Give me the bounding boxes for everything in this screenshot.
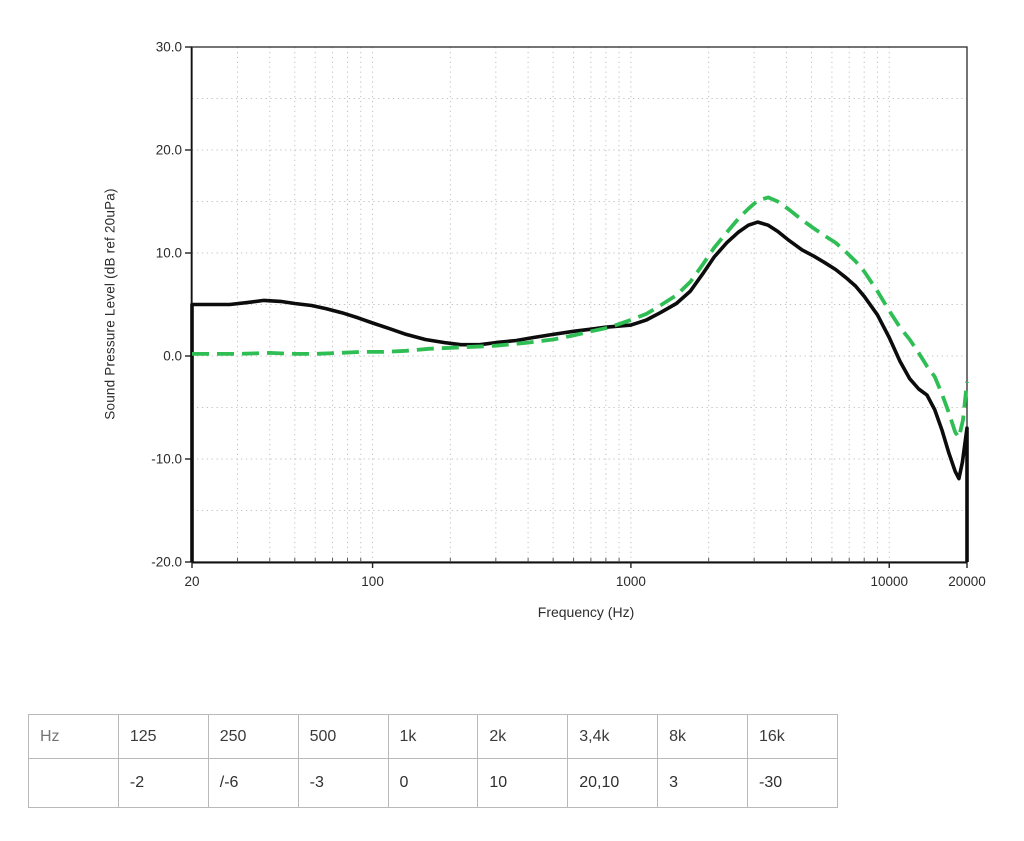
header-cell-500: 500 xyxy=(297,714,389,759)
value-cell-Hz xyxy=(28,758,119,808)
y-axis-title: Sound Pressure Level (dB ref 20uPa) xyxy=(102,188,118,420)
y-tick-label: 0.0 xyxy=(163,349,182,364)
header-cell-3,4k: 3,4k xyxy=(567,714,659,759)
x-tick-label: 10000 xyxy=(870,574,908,589)
x-tick-label: 100 xyxy=(361,574,384,589)
header-cell-125: 125 xyxy=(117,714,209,759)
measured-response-curve xyxy=(190,220,969,562)
x-tick-label: 1000 xyxy=(616,574,646,589)
y-tick-label: -10.0 xyxy=(151,452,182,467)
header-cell-2k: 2k xyxy=(477,714,569,759)
value-cell-3,4k: 20,10 xyxy=(567,758,659,808)
frequency-adjustment-table: Hz 125 250 500 1k 2k 3,4k 8k 16k -2/-6 -3 0 10 20,10 3… xyxy=(28,714,838,808)
header-cell-1k: 1k xyxy=(387,714,479,759)
header-cell-250: 250 xyxy=(207,714,299,759)
y-tick-label: 10.0 xyxy=(156,246,182,261)
value-cell-16k: -30 xyxy=(747,758,838,808)
table-header-row: Hz 125 250 500 1k 2k 3,4k 8k 16k xyxy=(28,714,838,759)
header-cell-8k: 8k xyxy=(657,714,748,759)
header-cell-16k: 16k xyxy=(747,714,838,759)
y-tick-label: 20.0 xyxy=(156,143,182,158)
y-tick-label: -20.0 xyxy=(151,555,182,570)
x-tick-label: 20000 xyxy=(948,574,986,589)
header-cell-Hz: Hz xyxy=(28,714,119,759)
target-response-curve xyxy=(192,195,969,440)
y-tick-label: 30.0 xyxy=(156,40,182,55)
value-cell-250: /-6 xyxy=(207,758,299,808)
value-cell-500: -3 xyxy=(297,758,389,808)
x-tick-label: 20 xyxy=(184,574,199,589)
table-values-row: -2/-6 -3 0 10 20,10 3 -30 xyxy=(28,758,838,808)
value-cell-2k: 10 xyxy=(477,758,569,808)
chart-canvas: 20 100 1000 10000 20000 30.0 20.0 10.0 0.0 -10.0 -… xyxy=(151,40,986,590)
spl-frequency-chart: 20 100 1000 10000 20000 30.0 20.0 10.0 0.0 -10.0 -… xyxy=(102,40,986,621)
value-cell-8k: 3 xyxy=(657,758,748,808)
x-axis-title: Frequency (Hz) xyxy=(537,604,635,620)
value-cell-1k: 0 xyxy=(387,758,479,808)
value-cell-125: -2 xyxy=(117,758,209,808)
